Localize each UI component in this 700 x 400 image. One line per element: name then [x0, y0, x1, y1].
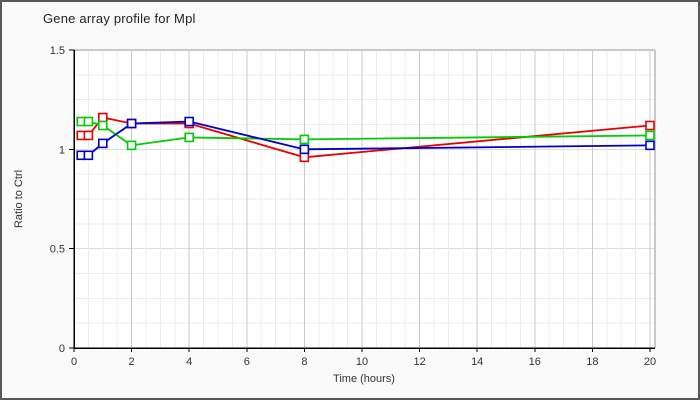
x-axis-title: Time (hours)	[333, 373, 395, 385]
chart-title: Gene array profile for Mpl	[43, 11, 196, 26]
y-tick-label: 0	[59, 343, 65, 355]
y-tick-label: 0.5	[50, 244, 65, 256]
marker-green	[184, 132, 194, 143]
marker-red	[645, 120, 655, 131]
x-tick-label: 6	[244, 356, 250, 368]
x-tick-label: 14	[471, 356, 483, 368]
marker-blue	[83, 150, 94, 161]
marker-blue	[645, 140, 655, 151]
x-tick-label: 8	[301, 356, 307, 368]
marker-green	[83, 116, 94, 127]
marker-red	[299, 152, 310, 163]
marker-green	[645, 130, 655, 141]
marker-green	[98, 120, 108, 131]
x-tick-label: 12	[413, 356, 425, 368]
x-tick-label: 0	[71, 356, 77, 368]
x-tick-label: 10	[356, 356, 368, 368]
y-tick-label: 1	[59, 144, 65, 156]
marker-blue	[126, 118, 137, 129]
marker-blue	[98, 138, 108, 149]
x-tick-label: 4	[186, 356, 192, 368]
x-tick-label: 18	[586, 356, 598, 368]
tick-labels: 0 2 4 6 8 10 12 14 16 18 20 0 0.5 1 1.5	[50, 45, 656, 368]
x-tick-label: 20	[644, 356, 656, 368]
axes	[69, 49, 655, 352]
x-tick-label: 2	[129, 356, 135, 368]
marker-red	[98, 112, 108, 123]
marker-blue	[299, 144, 310, 155]
marker-red	[83, 130, 94, 141]
marker-green	[126, 140, 137, 151]
marker-blue	[184, 116, 194, 127]
marker-green	[299, 134, 310, 145]
gridlines	[74, 49, 656, 348]
data-series	[76, 112, 655, 163]
x-tick-label: 16	[529, 356, 541, 368]
y-tick-label: 1.5	[50, 45, 65, 57]
y-axis-title: Ratio to Ctrl	[13, 170, 25, 228]
